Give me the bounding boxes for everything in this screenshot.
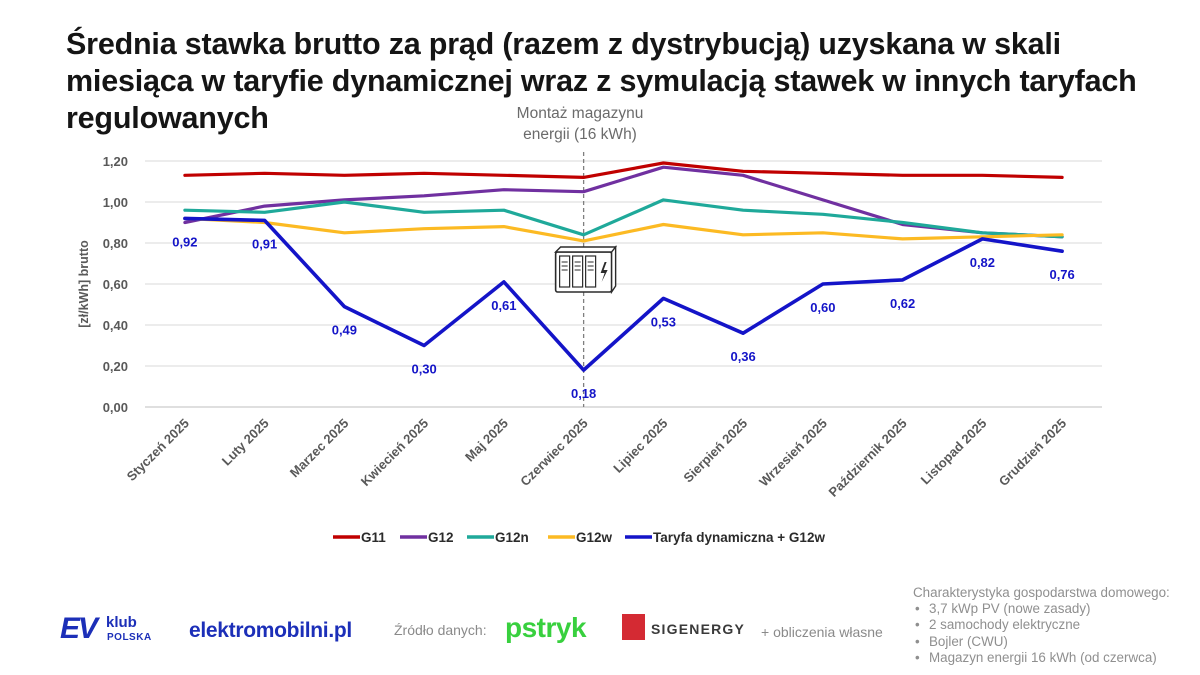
data-label: 0,49 <box>332 323 357 338</box>
data-label: 0,82 <box>970 255 995 270</box>
own-calculations-note: + obliczenia własne <box>761 624 883 640</box>
series-line-g11 <box>183 161 1064 179</box>
data-label: 0,91 <box>252 236 277 251</box>
ev-logo-klub: klub <box>106 614 137 631</box>
x-tick-label: Czerwiec 2025 <box>517 416 590 489</box>
pstryk-logo: pstryk <box>505 612 587 643</box>
y-tick-label: 1,20 <box>103 154 128 169</box>
elektromobilni-logo: elektromobilni.pl <box>189 619 352 642</box>
household-notes: Charakterystyka gospodarstwa domowego: 3… <box>913 585 1170 666</box>
legend-label: Taryfa dynamiczna + G12w <box>653 530 825 545</box>
notes-item: Bojler (CWU) <box>913 634 1170 650</box>
x-tick-label: Marzec 2025 <box>287 416 352 481</box>
data-label: 0,53 <box>651 314 676 329</box>
y-axis-title: [zł/kWh] brutto <box>77 240 91 328</box>
y-tick-label: 0,20 <box>103 359 128 374</box>
x-tick-label: Październik 2025 <box>826 416 910 500</box>
data-label: 0,61 <box>491 298 516 313</box>
x-tick-label: Maj 2025 <box>462 416 511 465</box>
series-line-g12n <box>183 198 1064 239</box>
x-tick-label: Sierpień 2025 <box>680 416 750 486</box>
sigenergy-logo-mark <box>622 614 645 640</box>
notes-list: 3,7 kWp PV (nowe zasady) 2 samochody ele… <box>913 601 1170 666</box>
legend-label: G12 <box>428 530 454 545</box>
data-label: 0,62 <box>890 296 915 311</box>
source-label: Źródło danych: <box>394 622 487 638</box>
data-label: 0,60 <box>810 300 835 315</box>
battery-storage-icon <box>553 245 618 295</box>
legend-label: G11 <box>361 530 386 545</box>
y-tick-label: 0,60 <box>103 277 128 292</box>
legend-label: G12n <box>495 530 529 545</box>
data-label: 0,76 <box>1049 267 1074 282</box>
series-line-g12 <box>183 165 1064 239</box>
ev-logo-polska: POLSKA <box>107 632 152 643</box>
y-tick-label: 0,80 <box>103 236 128 251</box>
x-tick-label: Luty 2025 <box>219 416 272 469</box>
annotation-line-2: energii (16 kWh) <box>523 126 637 143</box>
notes-item: 3,7 kWp PV (nowe zasady) <box>913 601 1170 617</box>
series-line-g12w <box>183 216 1064 243</box>
data-label: 0,36 <box>730 349 755 364</box>
storage-annotation: Montaż magazynu energii (16 kWh) <box>490 103 670 145</box>
data-label: 0,30 <box>411 362 436 377</box>
x-tick-label: Grudzień 2025 <box>996 416 1069 489</box>
data-label: 0,92 <box>172 234 197 249</box>
annotation-line-1: Montaż magazynu <box>516 105 644 122</box>
notes-heading: Charakterystyka gospodarstwa domowego: <box>913 585 1170 600</box>
data-label: 0,18 <box>571 386 596 401</box>
x-tick-label: Lipiec 2025 <box>610 416 670 476</box>
x-tick-label: Listopad 2025 <box>918 416 990 488</box>
y-tick-label: 0,40 <box>103 318 128 333</box>
y-tick-label: 0,00 <box>103 400 128 415</box>
notes-item: Magazyn energii 16 kWh (od czerwca) <box>913 650 1170 666</box>
legend-label: G12w <box>576 530 613 545</box>
sigenergy-logo-text: SIGENERGY <box>651 621 746 637</box>
chart-title: Średnia stawka brutto za prąd (razem z d… <box>66 27 1137 135</box>
x-tick-label: Styczeń 2025 <box>124 416 192 484</box>
x-tick-label: Kwiecień 2025 <box>358 416 431 489</box>
series-line-taryfa-dynamiczna-g12w <box>183 216 1064 372</box>
y-tick-label: 1,00 <box>103 195 128 210</box>
notes-item: 2 samochody elektryczne <box>913 617 1170 633</box>
x-tick-label: Wrzesień 2025 <box>756 416 830 490</box>
ev-logo-mark: EV <box>60 612 98 645</box>
